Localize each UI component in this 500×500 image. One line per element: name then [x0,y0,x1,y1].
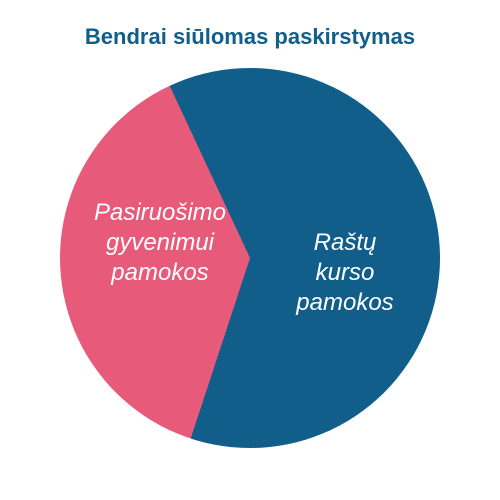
pie-graphic [60,68,440,448]
chart-title: Bendrai siūlomas paskirstymas [85,24,415,50]
pie-chart: Raštų kurso pamokos Pasiruošimo gyvenimu… [60,68,440,448]
